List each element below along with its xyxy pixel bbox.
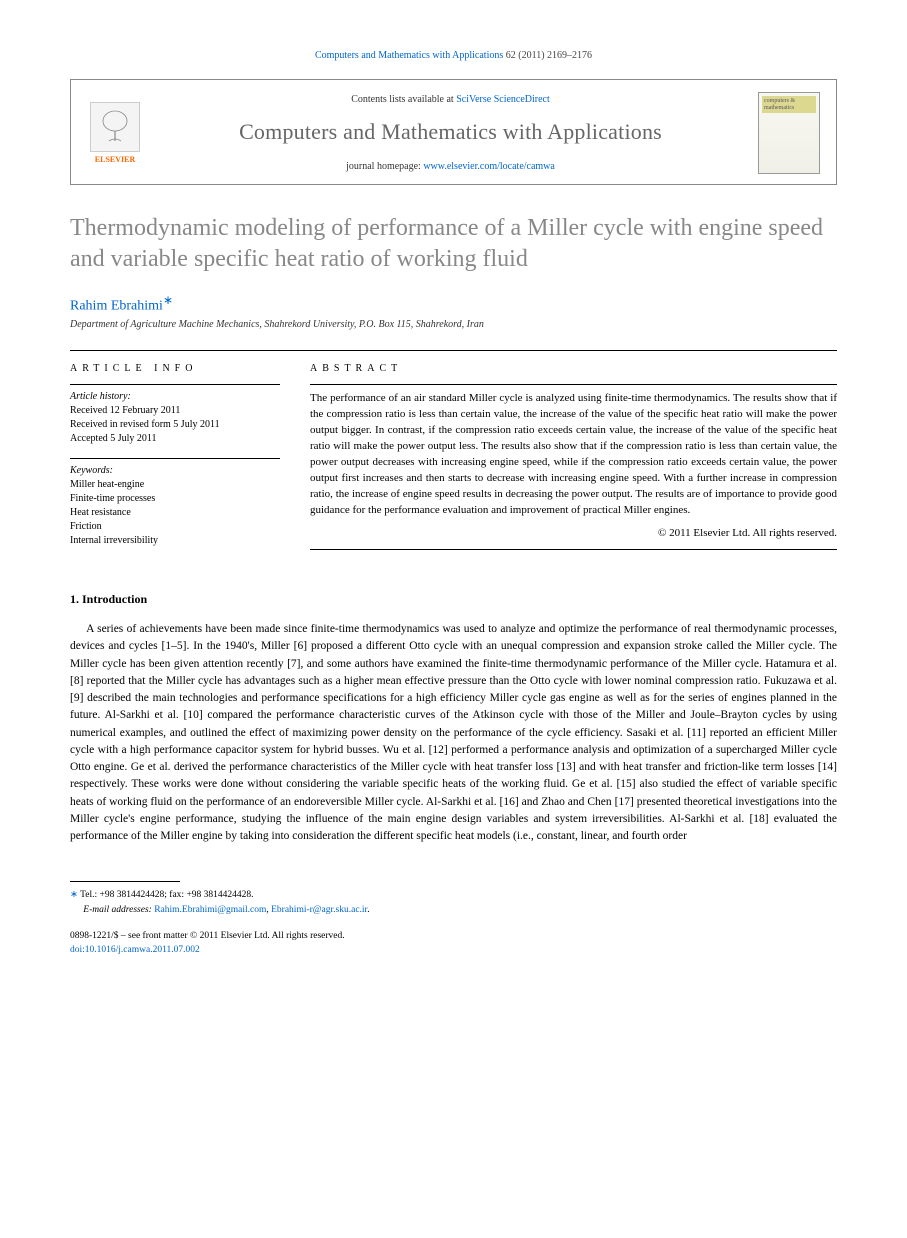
history-line: Received 12 February 2011 xyxy=(70,404,280,418)
article-title: Thermodynamic modeling of performance of… xyxy=(70,213,837,275)
article-info-column: ARTICLE INFO Article history: Received 1… xyxy=(70,363,280,560)
history-line: Received in revised form 5 July 2011 xyxy=(70,418,280,432)
issn-line: 0898-1221/$ – see front matter © 2011 El… xyxy=(70,929,837,943)
header-citation: Computers and Mathematics with Applicati… xyxy=(70,50,837,61)
journal-header-box: ELSEVIER Contents lists available at Sci… xyxy=(70,79,837,185)
history-line: Accepted 5 July 2011 xyxy=(70,432,280,446)
elsevier-logo: ELSEVIER xyxy=(87,102,143,164)
article-info-label: ARTICLE INFO xyxy=(70,363,280,374)
citation-journal-link[interactable]: Computers and Mathematics with Applicati… xyxy=(315,50,503,61)
cover-thumb-title: computers & mathematics xyxy=(762,96,816,113)
keyword: Heat resistance xyxy=(70,506,280,520)
email-link-1[interactable]: Rahim.Ebrahimi@gmail.com xyxy=(154,905,266,915)
homepage-link[interactable]: www.elsevier.com/locate/camwa xyxy=(423,161,555,172)
homepage-line: journal homepage: www.elsevier.com/locat… xyxy=(161,161,740,172)
contents-text: Contents lists available at xyxy=(351,94,456,105)
abstract-divider xyxy=(310,384,837,385)
contact-text: Tel.: +98 3814424428; fax: +98 381442442… xyxy=(78,890,254,900)
keyword: Finite-time processes xyxy=(70,492,280,506)
keyword: Internal irreversibility xyxy=(70,534,280,548)
doi-label-link[interactable]: doi: xyxy=(70,945,85,955)
info-divider-1 xyxy=(70,384,280,385)
footnote-divider xyxy=(70,881,180,882)
footnote-star-icon: ∗ xyxy=(70,890,78,900)
email-link-2[interactable]: Ebrahimi-r@agr.sku.ac.ir xyxy=(271,905,367,915)
keyword: Miller heat-engine xyxy=(70,478,280,492)
journal-title: Computers and Mathematics with Applicati… xyxy=(161,119,740,145)
history-heading: Article history: xyxy=(70,391,280,402)
top-divider xyxy=(70,350,837,351)
citation-pages: 62 (2011) 2169–2176 xyxy=(503,50,592,61)
contents-line: Contents lists available at SciVerse Sci… xyxy=(161,94,740,105)
corresponding-star-icon: ∗ xyxy=(163,293,173,307)
email-line: E-mail addresses: Rahim.Ebrahimi@gmail.c… xyxy=(70,903,837,917)
introduction-paragraph: A series of achievements have been made … xyxy=(70,621,837,845)
email-end: . xyxy=(367,905,369,915)
doi-line: doi:10.1016/j.camwa.2011.07.002 xyxy=(70,943,837,957)
info-abstract-row: ARTICLE INFO Article history: Received 1… xyxy=(70,363,837,560)
abstract-label: ABSTRACT xyxy=(310,363,837,374)
journal-cover-thumbnail: computers & mathematics xyxy=(758,92,820,174)
abstract-bottom-divider xyxy=(310,549,837,550)
abstract-text: The performance of an air standard Mille… xyxy=(310,391,837,519)
journal-center: Contents lists available at SciVerse Sci… xyxy=(161,94,740,172)
article-history-block: Article history: Received 12 February 20… xyxy=(70,391,280,446)
keywords-block: Keywords: Miller heat-engine Finite-time… xyxy=(70,465,280,548)
doi-link[interactable]: 10.1016/j.camwa.2011.07.002 xyxy=(85,945,200,955)
introduction-heading: 1. Introduction xyxy=(70,592,837,607)
info-divider-2 xyxy=(70,458,280,459)
corresponding-contact: ∗ Tel.: +98 3814424428; fax: +98 3814424… xyxy=(70,888,837,902)
abstract-copyright: © 2011 Elsevier Ltd. All rights reserved… xyxy=(310,527,837,539)
keywords-heading: Keywords: xyxy=(70,465,280,476)
elsevier-text: ELSEVIER xyxy=(95,155,135,164)
homepage-text: journal homepage: xyxy=(346,161,423,172)
sciencedirect-link[interactable]: SciVerse ScienceDirect xyxy=(456,94,550,105)
abstract-column: ABSTRACT The performance of an air stand… xyxy=(310,363,837,560)
page-root: Computers and Mathematics with Applicati… xyxy=(0,0,907,1007)
author-line: Rahim Ebrahimi∗ xyxy=(70,293,837,315)
affiliation: Department of Agriculture Machine Mechan… xyxy=(70,319,837,330)
elsevier-tree-icon xyxy=(90,102,140,152)
bottom-meta: 0898-1221/$ – see front matter © 2011 El… xyxy=(70,929,837,958)
keyword: Friction xyxy=(70,520,280,534)
author-link[interactable]: Rahim Ebrahimi xyxy=(70,299,163,314)
email-label: E-mail addresses: xyxy=(83,905,154,915)
